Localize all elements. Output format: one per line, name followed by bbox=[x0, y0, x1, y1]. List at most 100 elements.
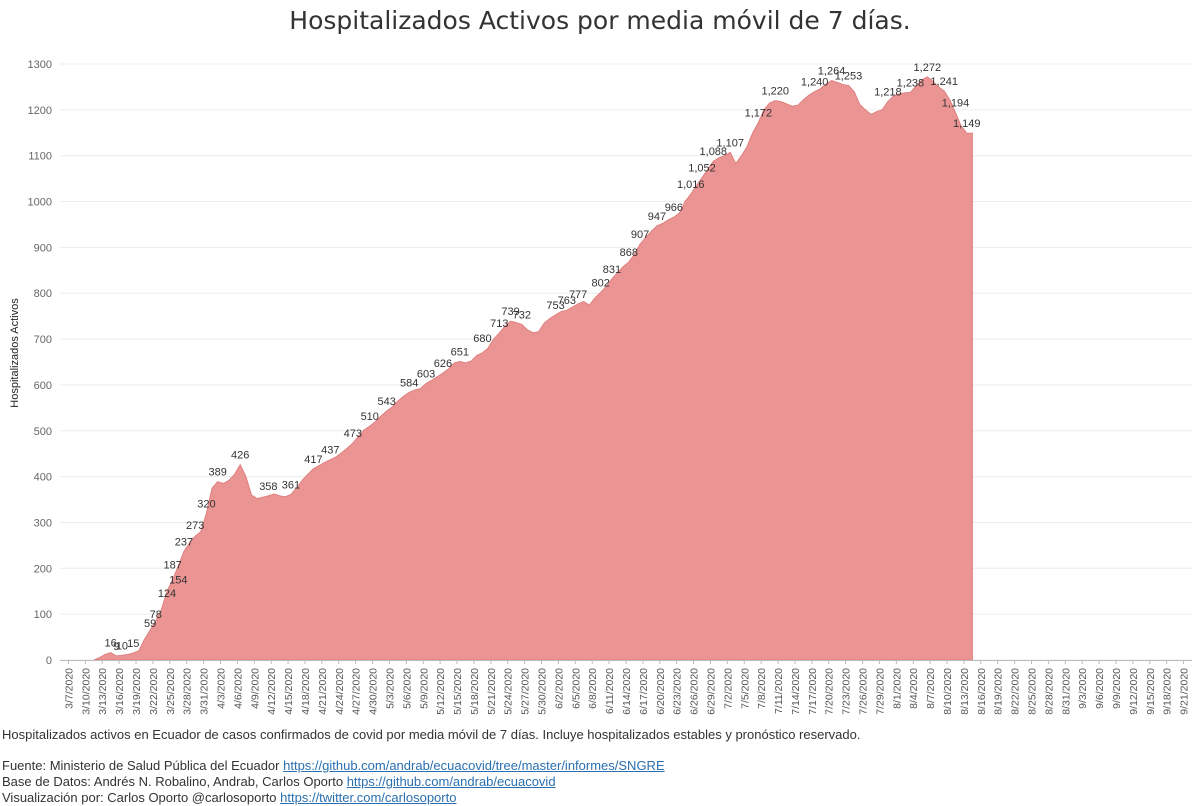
y-axis-ticks: 0 100 200 300 400 500 600 700 800 900 1000 1100 1200… bbox=[28, 59, 52, 667]
data-label-39: 1,052 bbox=[688, 163, 716, 175]
source-link[interactable]: https://github.com/andrab/ecuacovid/tree… bbox=[283, 758, 665, 773]
x-tick-3: 3/16/2020 bbox=[114, 668, 126, 715]
x-tick-26: 5/24/2020 bbox=[503, 668, 515, 715]
x-tick-61: 9/6/2020 bbox=[1094, 668, 1106, 709]
data-label-29: 753 bbox=[546, 300, 564, 312]
x-tick-17: 4/27/2020 bbox=[351, 668, 363, 715]
x-tick-39: 7/2/2020 bbox=[722, 668, 734, 709]
visualization-link[interactable]: https://twitter.com/carlosoporto bbox=[280, 790, 457, 805]
data-label-48: 1,238 bbox=[897, 77, 925, 89]
source-line: Fuente: Ministerio de Salud Pública del … bbox=[2, 758, 665, 774]
x-tick-28: 5/30/2020 bbox=[537, 668, 549, 715]
x-tick-14: 4/18/2020 bbox=[300, 668, 312, 715]
data-label-52: 1,149 bbox=[953, 118, 981, 130]
y-tick-900: 900 bbox=[34, 242, 52, 254]
x-axis-ticks: 3/7/2020 3/10/2020 3/13/2020 3/16/2020 3/19/… bbox=[63, 660, 1191, 715]
x-tick-18: 4/30/2020 bbox=[368, 668, 380, 715]
y-tick-1200: 1200 bbox=[28, 105, 52, 117]
x-tick-62: 9/9/2020 bbox=[1111, 668, 1123, 709]
x-tick-4: 3/19/2020 bbox=[131, 668, 143, 715]
data-label-27: 739 bbox=[501, 306, 519, 318]
data-label-35: 907 bbox=[631, 229, 649, 241]
x-tick-47: 7/26/2020 bbox=[858, 668, 870, 715]
x-tick-66: 9/21/2020 bbox=[1179, 668, 1191, 715]
x-tick-35: 6/20/2020 bbox=[655, 668, 667, 715]
data-label-7: 187 bbox=[163, 559, 181, 571]
data-label-16: 417 bbox=[304, 454, 322, 466]
credits: Fuente: Ministerio de Salud Pública del … bbox=[2, 758, 665, 806]
data-label-36: 947 bbox=[648, 211, 666, 223]
x-tick-64: 9/15/2020 bbox=[1145, 668, 1157, 715]
y-tick-700: 700 bbox=[34, 334, 52, 346]
data-label-17: 437 bbox=[321, 445, 339, 457]
data-label-40: 1,088 bbox=[700, 146, 728, 158]
data-label-11: 320 bbox=[197, 498, 215, 510]
x-tick-16: 4/24/2020 bbox=[334, 668, 346, 715]
x-tick-45: 7/20/2020 bbox=[824, 668, 836, 715]
data-label-46: 1,253 bbox=[835, 71, 863, 83]
data-label-51: 1,194 bbox=[942, 98, 970, 110]
chart-title: Hospitalizados Activos por media móvil d… bbox=[289, 6, 911, 35]
data-label-15: 361 bbox=[282, 479, 300, 491]
x-tick-42: 7/11/2020 bbox=[773, 668, 785, 714]
y-axis-label: Hospitalizados Activos bbox=[9, 298, 21, 408]
data-label-19: 510 bbox=[361, 411, 379, 423]
data-label-13: 426 bbox=[231, 450, 249, 462]
data-label-12: 389 bbox=[209, 467, 227, 479]
data-label-23: 626 bbox=[434, 358, 452, 370]
data-label-2: 10 bbox=[116, 640, 128, 652]
x-tick-21: 5/9/2020 bbox=[418, 668, 430, 709]
data-label-26: 713 bbox=[490, 318, 508, 330]
x-tick-20: 5/6/2020 bbox=[401, 668, 413, 709]
x-tick-48: 7/29/2020 bbox=[874, 668, 886, 715]
data-label-30: 763 bbox=[558, 295, 576, 307]
x-tick-24: 5/18/2020 bbox=[469, 668, 481, 715]
data-label-10: 273 bbox=[186, 520, 204, 532]
x-tick-44: 7/17/2020 bbox=[807, 668, 819, 715]
y-tick-300: 300 bbox=[34, 517, 52, 529]
area-series bbox=[93, 76, 973, 661]
x-tick-52: 8/10/2020 bbox=[942, 668, 954, 715]
x-tick-27: 5/27/2020 bbox=[520, 668, 532, 715]
database-link[interactable]: https://github.com/andrab/ecuacovid bbox=[346, 774, 556, 789]
x-tick-57: 8/25/2020 bbox=[1027, 668, 1039, 715]
y-tick-800: 800 bbox=[34, 288, 52, 300]
y-tick-100: 100 bbox=[34, 609, 52, 621]
data-label-37: 966 bbox=[665, 202, 683, 214]
x-tick-60: 9/3/2020 bbox=[1077, 668, 1089, 709]
data-label-9: 237 bbox=[175, 536, 193, 548]
x-tick-32: 6/11/2020 bbox=[604, 668, 616, 714]
data-label-49: 1,272 bbox=[914, 62, 942, 74]
x-tick-40: 7/5/2020 bbox=[739, 668, 751, 709]
x-tick-22: 5/12/2020 bbox=[435, 668, 447, 715]
area-chart: 0 100 200 300 400 500 600 700 800 900 1000 1100 1200… bbox=[9, 59, 1192, 715]
x-tick-12: 4/12/2020 bbox=[266, 668, 278, 715]
x-tick-33: 6/14/2020 bbox=[621, 668, 633, 715]
x-tick-55: 8/19/2020 bbox=[993, 668, 1005, 715]
x-tick-6: 3/25/2020 bbox=[165, 668, 177, 715]
x-tick-23: 5/15/2020 bbox=[452, 668, 464, 715]
x-tick-63: 9/12/2020 bbox=[1128, 668, 1140, 715]
data-label-47: 1,218 bbox=[874, 87, 902, 99]
data-label-42: 1,172 bbox=[745, 108, 773, 120]
data-label-34: 868 bbox=[620, 247, 638, 259]
x-tick-34: 6/17/2020 bbox=[638, 668, 650, 715]
x-tick-37: 6/26/2020 bbox=[689, 668, 701, 715]
data-label-45: 1,264 bbox=[818, 66, 846, 78]
y-tick-500: 500 bbox=[34, 426, 52, 438]
x-tick-13: 4/15/2020 bbox=[283, 668, 295, 715]
database-label: Base de Datos: Andrés N. Robalino, Andra… bbox=[2, 774, 347, 789]
x-tick-9: 4/3/2020 bbox=[216, 668, 228, 709]
y-tick-1300: 1300 bbox=[28, 59, 52, 71]
x-tick-49: 8/1/2020 bbox=[891, 668, 903, 709]
visualization-label: Visualización por: Carlos Oporto @carlos… bbox=[2, 790, 281, 805]
x-tick-15: 4/21/2020 bbox=[317, 668, 329, 715]
data-label-1: 9 bbox=[113, 641, 119, 653]
data-label-0: 16 bbox=[105, 638, 117, 650]
x-tick-54: 8/16/2020 bbox=[976, 668, 988, 715]
x-tick-11: 4/9/2020 bbox=[249, 668, 261, 709]
data-label-38: 1,016 bbox=[677, 179, 705, 191]
caption: Hospitalizados activos en Ecuador de cas… bbox=[2, 727, 861, 742]
data-label-50: 1,241 bbox=[930, 76, 958, 88]
